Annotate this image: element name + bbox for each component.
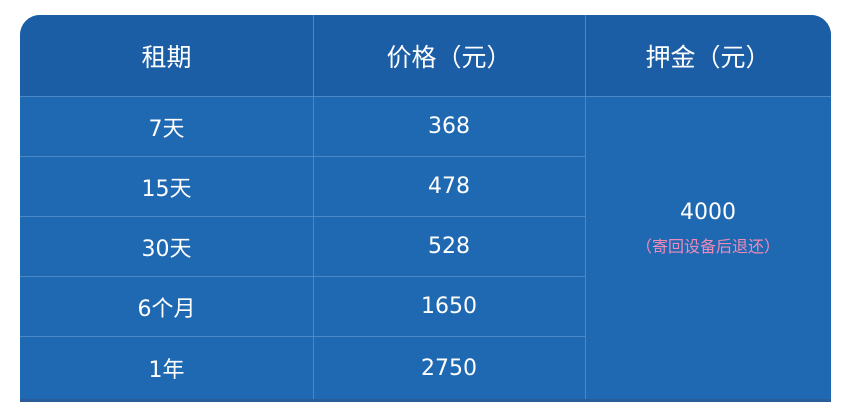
header-price: 价格（元） xyxy=(386,42,512,72)
period-cell: 30天 xyxy=(141,236,192,262)
header-period: 租期 xyxy=(141,42,192,72)
rental-price-table: 租期 价格（元） 押金（元） 7天 368 15天 478 30天 528 6个… xyxy=(20,15,831,402)
period-cell: 1年 xyxy=(148,358,185,383)
price-cell: 478 xyxy=(428,174,470,199)
period-cell: 7天 xyxy=(148,116,185,142)
period-cell: 15天 xyxy=(141,176,192,202)
row-divider xyxy=(20,216,585,217)
price-cell: 1650 xyxy=(421,294,477,319)
deposit-value: 4000 xyxy=(680,200,736,225)
price-cell: 528 xyxy=(428,234,470,259)
period-cell: 6个月 xyxy=(137,296,196,322)
header-deposit: 押金（元） xyxy=(645,42,771,72)
price-cell: 2750 xyxy=(421,355,477,381)
row-divider xyxy=(20,336,585,337)
row-divider xyxy=(20,96,831,97)
price-cell: 368 xyxy=(428,114,470,139)
deposit-note: （寄回设备后退还） xyxy=(635,237,780,256)
row-divider xyxy=(20,276,585,277)
table-header xyxy=(20,15,831,96)
column-divider xyxy=(585,15,586,399)
row-divider xyxy=(20,156,585,157)
column-divider xyxy=(313,15,314,399)
deposit-cell: 4000 （寄回设备后退还） xyxy=(585,96,831,399)
